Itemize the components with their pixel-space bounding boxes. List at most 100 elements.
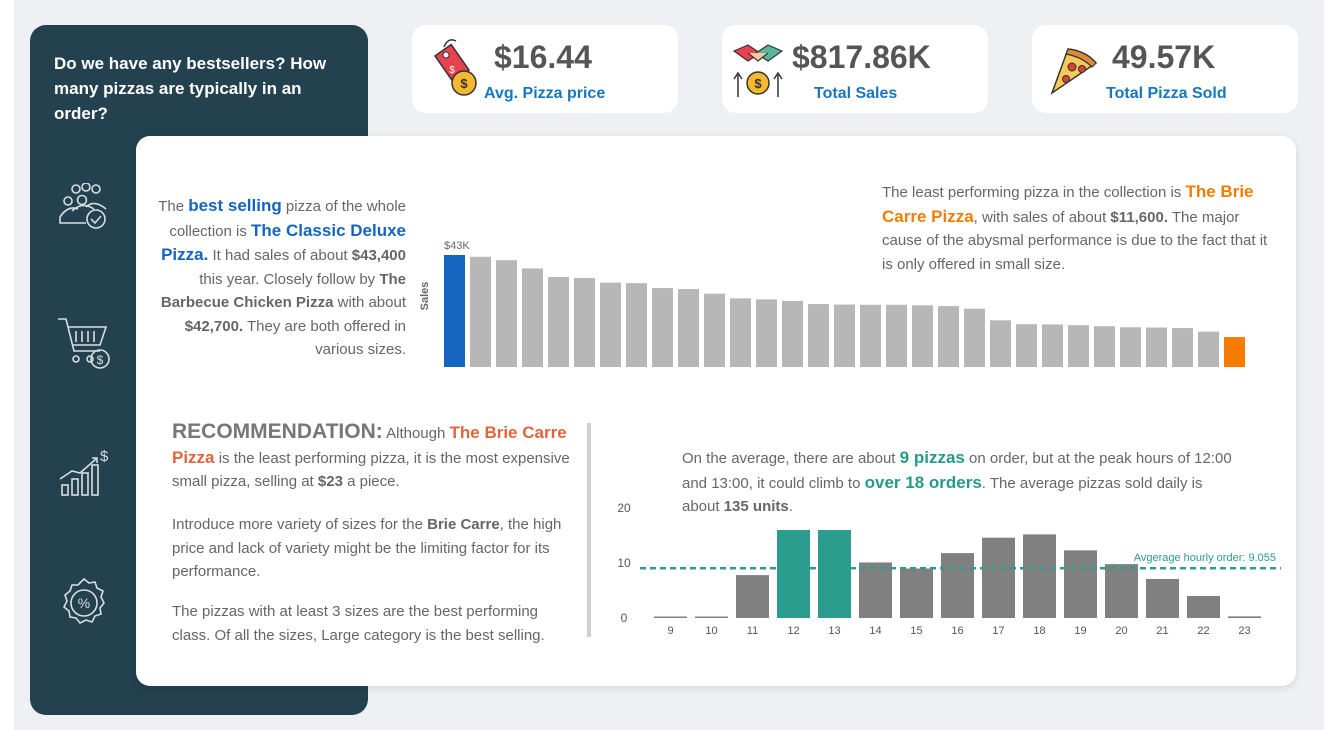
svg-text:$: $ (449, 65, 455, 76)
hour-bar[interactable] (1187, 596, 1220, 618)
sales-bar[interactable] (964, 308, 985, 367)
sales-bar[interactable] (912, 305, 933, 367)
sales-bar[interactable] (1068, 325, 1089, 367)
kpi-card-avg-price[interactable]: $ $ $16.44 Avg. Pizza price (412, 25, 678, 113)
sales-bar[interactable] (470, 256, 491, 367)
total-sales-value: $817.86K (792, 39, 931, 75)
svg-text:$: $ (97, 353, 104, 367)
sales-bar[interactable] (834, 304, 855, 367)
sales-bar[interactable] (1120, 327, 1141, 367)
price-tag-icon: $ $ (433, 39, 477, 96)
hour-bar[interactable] (859, 562, 892, 618)
svg-text:%: % (78, 595, 90, 611)
hour-bar[interactable] (982, 537, 1015, 618)
sales-bar[interactable] (782, 300, 803, 367)
kpi-card-total-sales[interactable]: $ $817.86K Total Sales (722, 25, 988, 113)
main-panel: The best selling pizza of the whole coll… (136, 136, 1296, 686)
x-tick-label: 10 (705, 625, 717, 637)
avg-price-label: Avg. Pizza price (484, 85, 606, 102)
hour-bar[interactable] (1146, 578, 1179, 618)
x-tick-label: 15 (910, 625, 922, 637)
x-tick-label: 19 (1074, 625, 1086, 637)
pizza-slice-icon (1050, 48, 1098, 95)
y-tick-label: 10 (617, 556, 631, 570)
sales-axis-label: Sales (419, 282, 431, 311)
sales-bar[interactable] (444, 255, 465, 367)
sales-bar[interactable] (730, 298, 751, 367)
hour-bar[interactable] (818, 530, 851, 618)
recommendation-text: RECOMMENDATION: Although The Brie Carre … (172, 420, 570, 490)
kpi-card-total-pizza[interactable]: 49.57K Total Pizza Sold (1032, 25, 1298, 113)
growth-chart-icon[interactable]: $ (56, 445, 112, 501)
handshake-money-icon: $ (732, 44, 784, 97)
x-tick-label: 14 (869, 625, 881, 637)
svg-text:$: $ (100, 448, 109, 465)
discount-badge-icon[interactable]: % (56, 575, 112, 631)
hour-bar[interactable] (941, 553, 974, 618)
hourly-orders-chart: 0 10 20 9 10 11 12 13 14 15 16 17 18 19 20 21 22 23 Avge… (617, 501, 1281, 637)
pizza-sales-chart: Sales $43K (419, 240, 1245, 367)
sales-bar[interactable] (1042, 324, 1063, 367)
x-tick-label: 11 (747, 625, 758, 637)
sales-bar[interactable] (522, 268, 543, 367)
sales-bar[interactable] (938, 306, 959, 367)
x-tick-label: 21 (1156, 625, 1168, 637)
x-tick-label: 13 (828, 625, 840, 637)
sales-bar[interactable] (548, 276, 569, 367)
total-pizza-label: Total Pizza Sold (1106, 85, 1227, 102)
sales-bar[interactable] (600, 282, 621, 367)
hour-bar[interactable] (1228, 616, 1261, 618)
hour-bar[interactable] (654, 616, 687, 619)
sales-bar[interactable] (704, 293, 725, 367)
x-tick-label: 17 (992, 625, 1004, 637)
x-tick-label: 23 (1238, 625, 1250, 637)
sales-bar[interactable] (860, 304, 881, 367)
sales-bar[interactable] (496, 260, 517, 367)
x-tick-label: 16 (951, 625, 963, 637)
sales-bar[interactable] (1198, 331, 1219, 367)
y-tick-label: 20 (617, 501, 631, 515)
hourly-orders-text: On the average, there are about 9 pizzas… (682, 448, 1232, 515)
hour-bar[interactable] (900, 568, 933, 619)
x-tick-label: 9 (667, 625, 673, 637)
x-tick-label: 20 (1115, 625, 1127, 637)
sales-bar[interactable] (756, 299, 777, 367)
avg-price-value: $16.44 (494, 39, 592, 75)
sales-bar[interactable] (990, 320, 1011, 367)
sales-bar[interactable] (808, 304, 829, 367)
svg-text:$: $ (460, 76, 468, 91)
x-tick-label: 18 (1033, 625, 1045, 637)
hour-bar[interactable] (1023, 534, 1056, 618)
sales-bar[interactable] (1094, 326, 1115, 367)
total-sales-label: Total Sales (814, 85, 898, 102)
sales-bar[interactable] (1224, 337, 1245, 367)
average-order-label: Avgerage hourly order: 9.055 (1134, 552, 1276, 564)
sales-bar[interactable] (1146, 327, 1167, 367)
hour-bar[interactable] (777, 530, 810, 618)
sales-bar[interactable] (652, 288, 673, 367)
sales-bar[interactable] (1172, 328, 1193, 367)
sidebar-title: Do we have any bestsellers? How many piz… (54, 54, 327, 123)
hour-bar[interactable] (736, 575, 769, 618)
sales-bar[interactable] (886, 304, 907, 367)
cart-icon[interactable]: $ (56, 315, 112, 371)
svg-text:$: $ (754, 76, 762, 91)
best-seller-text: The best selling pizza of the whole coll… (158, 196, 406, 358)
hour-bar[interactable] (1105, 564, 1138, 618)
sales-data-label: $43K (444, 240, 470, 252)
recommendation-sizes-text: The pizzas with at least 3 sizes are the… (172, 603, 545, 644)
recommendation-variety-text: Introduce more variety of sizes for the … (172, 516, 562, 580)
x-tick-label: 22 (1197, 625, 1209, 637)
sales-bar[interactable] (1016, 324, 1037, 367)
customers-icon[interactable] (56, 183, 112, 239)
section-divider (587, 423, 591, 637)
sales-bar[interactable] (574, 277, 595, 367)
hour-bar[interactable] (1064, 550, 1097, 618)
total-pizza-value: 49.57K (1112, 39, 1216, 75)
sales-bar[interactable] (626, 283, 647, 367)
hour-bar[interactable] (695, 616, 728, 619)
sales-bar[interactable] (678, 289, 699, 367)
x-tick-label: 12 (787, 625, 799, 637)
y-tick-label: 0 (621, 611, 628, 625)
least-performer-text: The least performing pizza in the collec… (882, 182, 1268, 273)
